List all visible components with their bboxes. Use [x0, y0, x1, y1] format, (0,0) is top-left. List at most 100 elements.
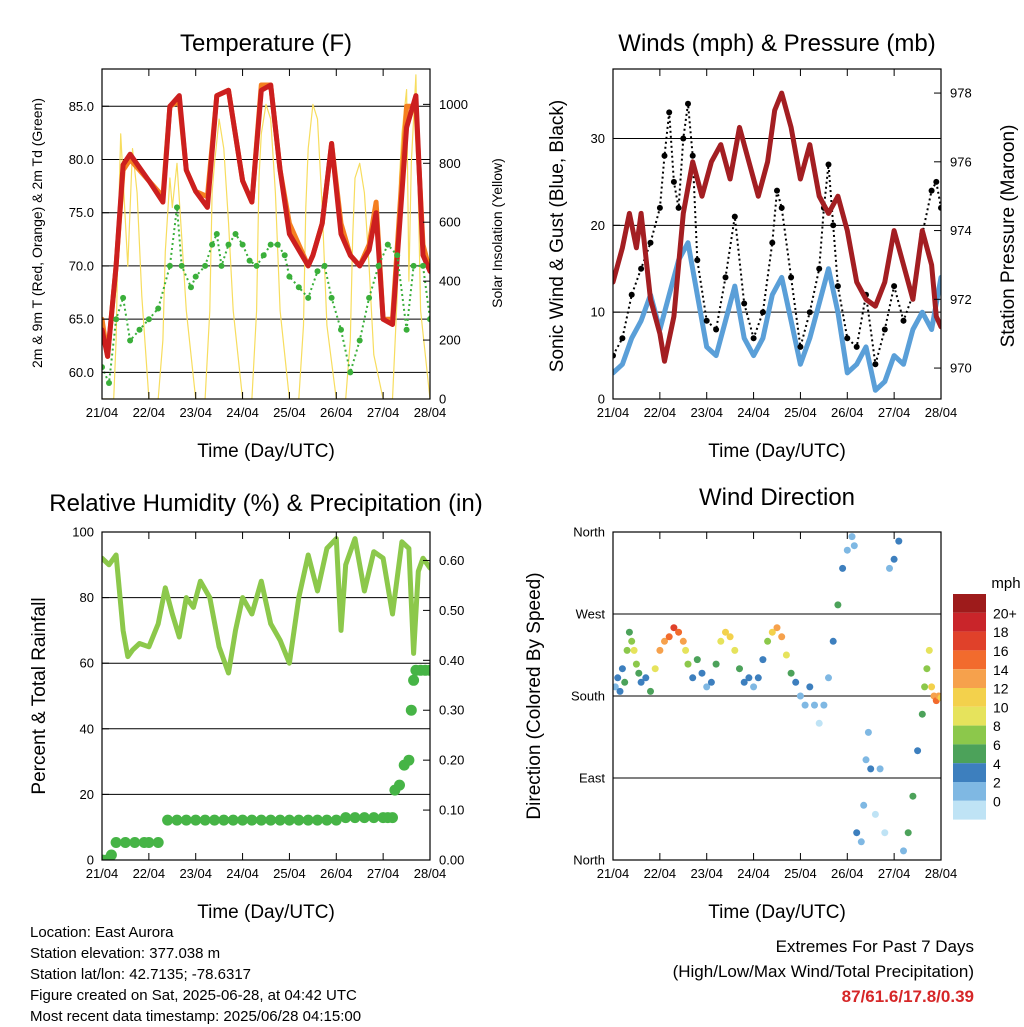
- winds-series-1-point: [703, 317, 710, 324]
- direction-point: [792, 678, 800, 686]
- winds-series-1-point: [647, 239, 654, 246]
- colorbar-swatch: [953, 669, 986, 688]
- colorbar-swatch: [953, 763, 986, 782]
- solar-ylabel: Solar Insolation (Yellow): [489, 158, 505, 308]
- direction-point: [925, 646, 933, 654]
- recent-timestamp-text: Most recent data timestamp: 2025/06/28 0…: [30, 1008, 362, 1025]
- station-info: Location: East Aurora Station elevation:…: [30, 922, 361, 1027]
- temperature-title: Temperature (F): [180, 30, 352, 57]
- y-tick-label: 20: [591, 218, 605, 233]
- humidity-series-1-point: [408, 674, 420, 686]
- direction-point: [623, 646, 631, 654]
- temperature-series-3-point: [281, 252, 288, 259]
- colorbar-swatch: [953, 594, 986, 613]
- y-tick-label: 0: [598, 392, 605, 407]
- direction-point: [665, 633, 673, 641]
- winds-series-1-point: [731, 213, 738, 220]
- direction-point: [726, 633, 734, 641]
- colorbar-swatch: [953, 725, 986, 745]
- winds-series-1-trace: [613, 103, 941, 365]
- winds-xlabel: Time (Day/UTC): [708, 441, 846, 462]
- direction-point: [900, 847, 907, 855]
- direction-point: [864, 728, 872, 736]
- direction-point: [867, 765, 875, 773]
- wind-direction-panel: Wind Direction Time (Day/UTC) Direction …: [524, 484, 1021, 923]
- direction-point: [635, 669, 643, 677]
- direction-point: [679, 637, 687, 645]
- y-tick-label: 65.0: [69, 312, 94, 327]
- data-layer: [613, 90, 941, 393]
- temperature-series-3-point: [188, 284, 194, 291]
- winds-series-1-point: [806, 309, 813, 316]
- direction-point: [886, 564, 893, 572]
- y2-tick-label: 976: [950, 154, 972, 169]
- winds-series-1-point: [685, 100, 691, 107]
- colorbar-tick-label: 8: [993, 718, 1001, 734]
- pressure-ylabel: Station Pressure (Maroon): [998, 125, 1019, 348]
- humidity-series-1-point: [302, 814, 314, 826]
- direction-point: [618, 665, 626, 673]
- y-tick-label: North: [573, 525, 605, 540]
- direction-point: [656, 646, 664, 654]
- direction-point: [703, 683, 711, 691]
- direction-point: [909, 792, 917, 800]
- y-tick-label: 85.0: [69, 99, 94, 114]
- humidity-panel: Relative Humidity (%) & Precipitation (i…: [29, 490, 483, 923]
- direction-point: [834, 601, 842, 609]
- direction-point: [647, 687, 654, 695]
- direction-point: [621, 678, 629, 686]
- humidity-series-1-point: [255, 814, 267, 826]
- x-tick-label: 27/04: [878, 866, 911, 881]
- direction-point: [768, 628, 776, 636]
- x-tick-label: 24/04: [226, 405, 259, 420]
- winds-series-1-point: [928, 187, 935, 194]
- direction-point: [682, 646, 690, 654]
- x-tick-label: 28/04: [925, 866, 958, 881]
- y2-tick-label: 0: [439, 392, 446, 407]
- humidity-ylabel: Percent & Total Rainfall: [29, 597, 50, 794]
- y2-tick-label: 0.50: [439, 603, 464, 618]
- plot-frame: [101, 531, 431, 861]
- direction-point: [815, 719, 823, 727]
- temperature-series-0-line: [102, 74, 430, 399]
- x-tick-label: 23/04: [690, 405, 723, 420]
- winds-series-1-point: [797, 343, 804, 350]
- direction-point: [707, 678, 715, 686]
- extremes-title: Extremes For Past 7 Days: [775, 937, 974, 956]
- x-tick-label: 23/04: [690, 866, 723, 881]
- y-tick-label: North: [573, 853, 605, 868]
- winds-series-1-point: [689, 152, 696, 159]
- temperature-series-3-point: [106, 380, 112, 386]
- temperature-series-3-point: [166, 262, 173, 269]
- direction-point: [764, 637, 772, 645]
- colorbar-tick-label: 10: [993, 699, 1009, 715]
- winds-series-1-point: [853, 343, 860, 350]
- temperature-series-3-point: [274, 241, 281, 248]
- direction-point: [661, 637, 668, 645]
- colorbar-swatch: [953, 744, 986, 764]
- direction-point: [871, 810, 879, 818]
- direction-point: [722, 628, 729, 636]
- winds-ylabel: Sonic Wind & Gust (Blue, Black): [547, 100, 568, 372]
- direction-point: [895, 537, 903, 545]
- temperature-series-3-point: [213, 231, 220, 237]
- x-tick-label: 22/04: [133, 405, 166, 420]
- temperature-series-3-point: [420, 262, 426, 269]
- direction-point: [689, 674, 697, 682]
- speed-colorbar: mph 20+ 18 16 14 12 10 8 6 4 2 0: [953, 575, 1021, 820]
- x-tick-label: 27/04: [367, 866, 400, 881]
- colorbar-tick-label: 20+: [993, 605, 1017, 621]
- humidity-series-1-point: [368, 812, 380, 824]
- temperature-series-3-point: [113, 316, 120, 323]
- x-tick-label: 22/04: [133, 866, 166, 881]
- temperature-series-3-point: [394, 252, 401, 259]
- direction-point: [921, 683, 929, 691]
- direction-point: [698, 669, 706, 677]
- extremes-subtitle: (High/Low/Max Wind/Total Precipitation): [672, 962, 974, 981]
- direction-point: [731, 646, 739, 654]
- direction-point: [632, 660, 640, 668]
- direction-point: [876, 765, 884, 773]
- y-tick-label: 30: [591, 131, 605, 146]
- direction-point: [829, 637, 837, 645]
